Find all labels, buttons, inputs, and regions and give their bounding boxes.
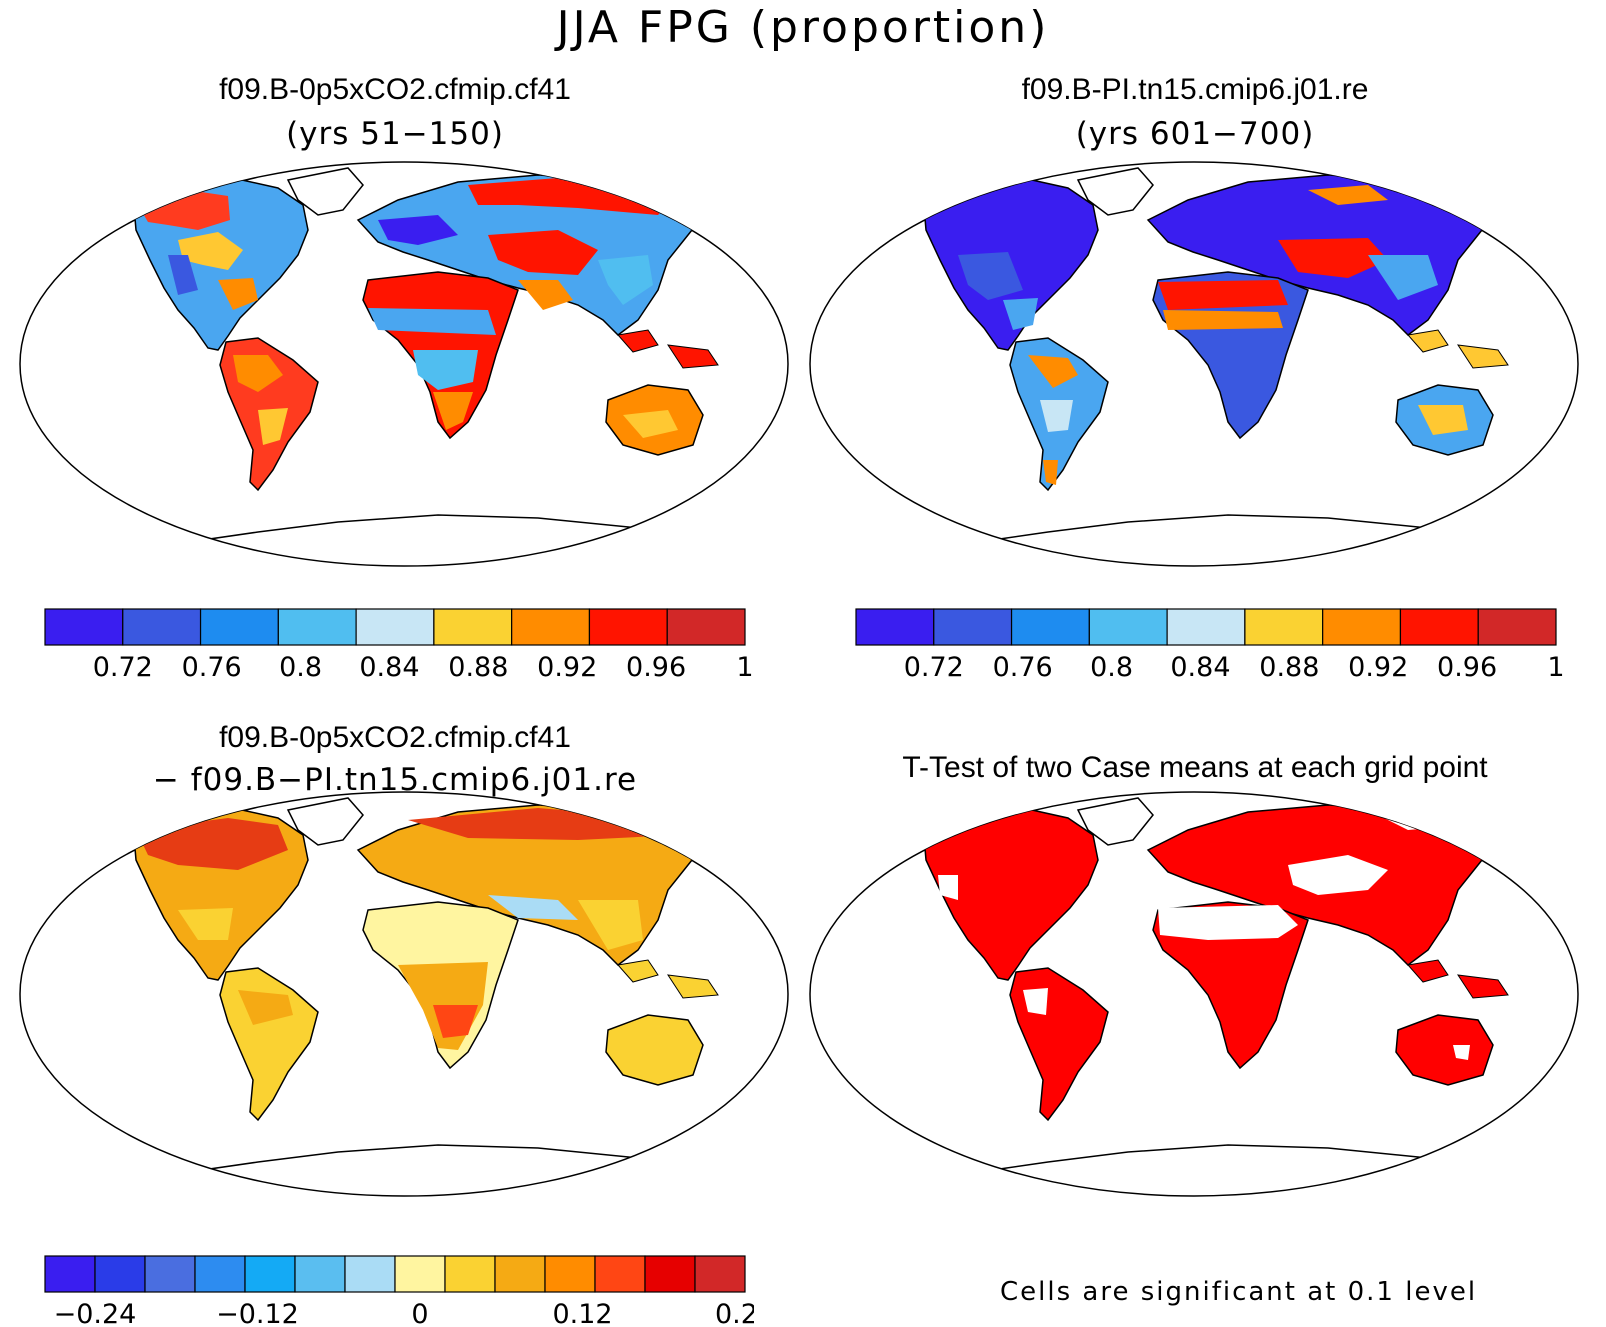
continent-greenland <box>286 167 364 216</box>
map-ttest <box>809 791 1579 1197</box>
colorbar-label: 0.24 <box>715 1299 754 1327</box>
colorbar-box <box>855 608 935 646</box>
colorbar-box <box>511 608 591 646</box>
panel3-title: f09.B-0p5xCO2.cfmip.cf41 <box>219 721 571 754</box>
continent-greenland <box>1076 797 1154 846</box>
colorbar-label: 0.12 <box>552 1299 612 1327</box>
continent-africa <box>1152 901 1309 1070</box>
continent-north-america <box>922 807 1099 981</box>
colorbar-box <box>44 1255 96 1293</box>
colorbar-box <box>344 1255 396 1293</box>
colorbar-box <box>44 608 124 646</box>
continent-greenland <box>1076 167 1154 216</box>
colorbar-box <box>1477 608 1557 646</box>
colorbar-box <box>444 1255 496 1293</box>
colorbar-box <box>1244 608 1324 646</box>
colorbar-box <box>294 1255 346 1293</box>
colorbar-case1: 0.72 0.76 0.8 0.84 0.88 0.92 0.96 1 <box>44 608 754 683</box>
colorbar-box <box>144 1255 196 1293</box>
continent-greenland <box>286 797 364 846</box>
colorbar-label: −0.12 <box>216 1299 299 1327</box>
colorbar-label: −0.24 <box>54 1299 137 1327</box>
continent-australia <box>1395 1014 1494 1086</box>
colorbar-label: 0.76 <box>182 652 242 683</box>
map-case1 <box>19 161 789 567</box>
colorbar-case2: 0.72 0.76 0.8 0.84 0.88 0.92 0.96 1 <box>855 608 1565 683</box>
colorbar-label: 0.8 <box>279 652 322 683</box>
colorbar-label: 0.96 <box>1437 652 1497 683</box>
colorbar-label: 0 <box>411 1299 428 1327</box>
colorbar-box <box>588 608 668 646</box>
colorbar-box <box>1399 608 1479 646</box>
colorbar-label: 0.72 <box>93 652 153 683</box>
panel4-title: T-Test of two Case means at each grid po… <box>902 751 1488 784</box>
continent-australia <box>605 1014 704 1086</box>
colorbar-box <box>1322 608 1402 646</box>
colorbar-label: 1 <box>1547 652 1564 683</box>
panel1-subtitle: (yrs 51−150) <box>286 116 504 152</box>
colorbar-box <box>1010 608 1090 646</box>
colorbar-box <box>199 608 279 646</box>
map-difference <box>19 791 789 1197</box>
colorbar-box <box>433 608 513 646</box>
colorbar-box <box>666 608 746 646</box>
colorbar-label: 0.96 <box>626 652 686 683</box>
colorbar-label: 0.76 <box>993 652 1053 683</box>
colorbar-label: 0.88 <box>1259 652 1319 683</box>
colorbar-box <box>933 608 1013 646</box>
colorbar-label: 0.92 <box>1348 652 1408 683</box>
colorbar-label: 0.72 <box>904 652 964 683</box>
colorbar-box <box>355 608 435 646</box>
panel2-subtitle: (yrs 601−700) <box>1075 116 1315 152</box>
colorbar-box <box>494 1255 546 1293</box>
colorbar-box <box>594 1255 646 1293</box>
colorbar-box <box>277 608 357 646</box>
significance-note: Cells are significant at 0.1 level <box>1000 1277 1478 1307</box>
colorbar-box <box>1088 608 1168 646</box>
colorbar-label: 0.88 <box>448 652 508 683</box>
colorbar-box <box>644 1255 696 1293</box>
colorbar-box <box>244 1255 296 1293</box>
figure-title: JJA FPG (proportion) <box>556 2 1050 53</box>
colorbar-box <box>394 1255 446 1293</box>
colorbar-box <box>122 608 202 646</box>
continent-south-america <box>219 967 319 1122</box>
panel2-title: f09.B-PI.tn15.cmip6.j01.re <box>1021 73 1369 106</box>
colorbar-label: 0.92 <box>537 652 597 683</box>
colorbar-box <box>694 1255 746 1293</box>
colorbar-box <box>1166 608 1246 646</box>
colorbar-box <box>94 1255 146 1293</box>
colorbar-box <box>194 1255 246 1293</box>
colorbar-difference: −0.24 −0.12 0 0.12 0.24 <box>44 1255 754 1327</box>
colorbar-box <box>544 1255 596 1293</box>
colorbar-label: 1 <box>736 652 753 683</box>
colorbar-label: 0.84 <box>359 652 419 683</box>
colorbar-label: 0.8 <box>1090 652 1133 683</box>
panel1-title: f09.B-0p5xCO2.cfmip.cf41 <box>219 73 571 106</box>
map-case2 <box>809 161 1579 567</box>
colorbar-label: 0.84 <box>1170 652 1230 683</box>
